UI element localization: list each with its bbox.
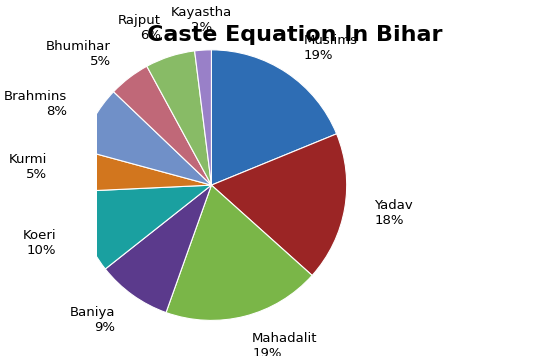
Wedge shape [195, 50, 212, 185]
Text: Koeri
10%: Koeri 10% [23, 229, 56, 257]
Text: Mahadalit
19%: Mahadalit 19% [252, 331, 318, 356]
Wedge shape [81, 92, 212, 185]
Wedge shape [212, 50, 337, 185]
Wedge shape [76, 150, 212, 192]
Text: Caste Equation In Bihar: Caste Equation In Bihar [147, 25, 443, 45]
Text: Yadav
18%: Yadav 18% [375, 199, 413, 227]
Wedge shape [212, 134, 347, 276]
Text: Kayastha
2%: Kayastha 2% [170, 6, 232, 34]
Wedge shape [147, 51, 212, 185]
Wedge shape [114, 66, 212, 185]
Wedge shape [105, 185, 212, 313]
Text: Muslims
19%: Muslims 19% [304, 34, 358, 62]
Text: Baniya
9%: Baniya 9% [69, 306, 115, 334]
Wedge shape [166, 185, 312, 320]
Text: Rajput
6%: Rajput 6% [118, 14, 161, 42]
Text: Bhumihar
5%: Bhumihar 5% [46, 40, 111, 68]
Text: Brahmins
8%: Brahmins 8% [4, 90, 67, 118]
Wedge shape [76, 185, 212, 269]
Text: Kurmi
5%: Kurmi 5% [8, 153, 47, 181]
